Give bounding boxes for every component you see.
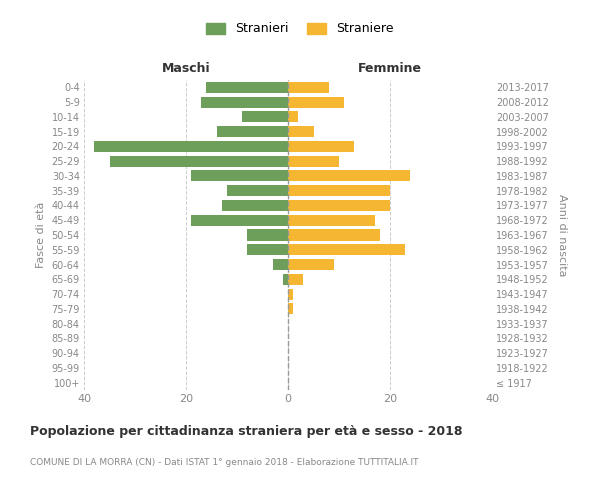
Bar: [206, 82, 288, 93]
Bar: [247, 230, 288, 240]
Bar: [288, 244, 406, 256]
Bar: [202, 96, 288, 108]
Bar: [288, 112, 298, 122]
Legend: Stranieri, Straniere: Stranieri, Straniere: [200, 16, 400, 42]
Bar: [247, 244, 288, 256]
Bar: [227, 185, 288, 196]
Bar: [242, 112, 288, 122]
Text: Femmine: Femmine: [358, 62, 422, 75]
Y-axis label: Fasce di età: Fasce di età: [36, 202, 46, 268]
Bar: [273, 259, 288, 270]
Text: Popolazione per cittadinanza straniera per età e sesso - 2018: Popolazione per cittadinanza straniera p…: [30, 425, 463, 438]
Text: COMUNE DI LA MORRA (CN) - Dati ISTAT 1° gennaio 2018 - Elaborazione TUTTITALIA.I: COMUNE DI LA MORRA (CN) - Dati ISTAT 1° …: [30, 458, 419, 467]
Bar: [288, 304, 293, 314]
Bar: [288, 96, 344, 108]
Y-axis label: Anni di nascita: Anni di nascita: [557, 194, 568, 276]
Bar: [217, 126, 288, 137]
Bar: [288, 185, 390, 196]
Bar: [94, 141, 288, 152]
Text: Maschi: Maschi: [161, 62, 211, 75]
Bar: [288, 230, 380, 240]
Bar: [288, 288, 293, 300]
Bar: [288, 259, 334, 270]
Bar: [288, 82, 329, 93]
Bar: [222, 200, 288, 211]
Bar: [288, 126, 314, 137]
Bar: [110, 156, 288, 166]
Bar: [191, 170, 288, 181]
Bar: [283, 274, 288, 285]
Bar: [288, 156, 339, 166]
Bar: [288, 214, 375, 226]
Bar: [288, 141, 355, 152]
Bar: [288, 200, 390, 211]
Bar: [288, 170, 410, 181]
Bar: [288, 274, 304, 285]
Bar: [191, 214, 288, 226]
